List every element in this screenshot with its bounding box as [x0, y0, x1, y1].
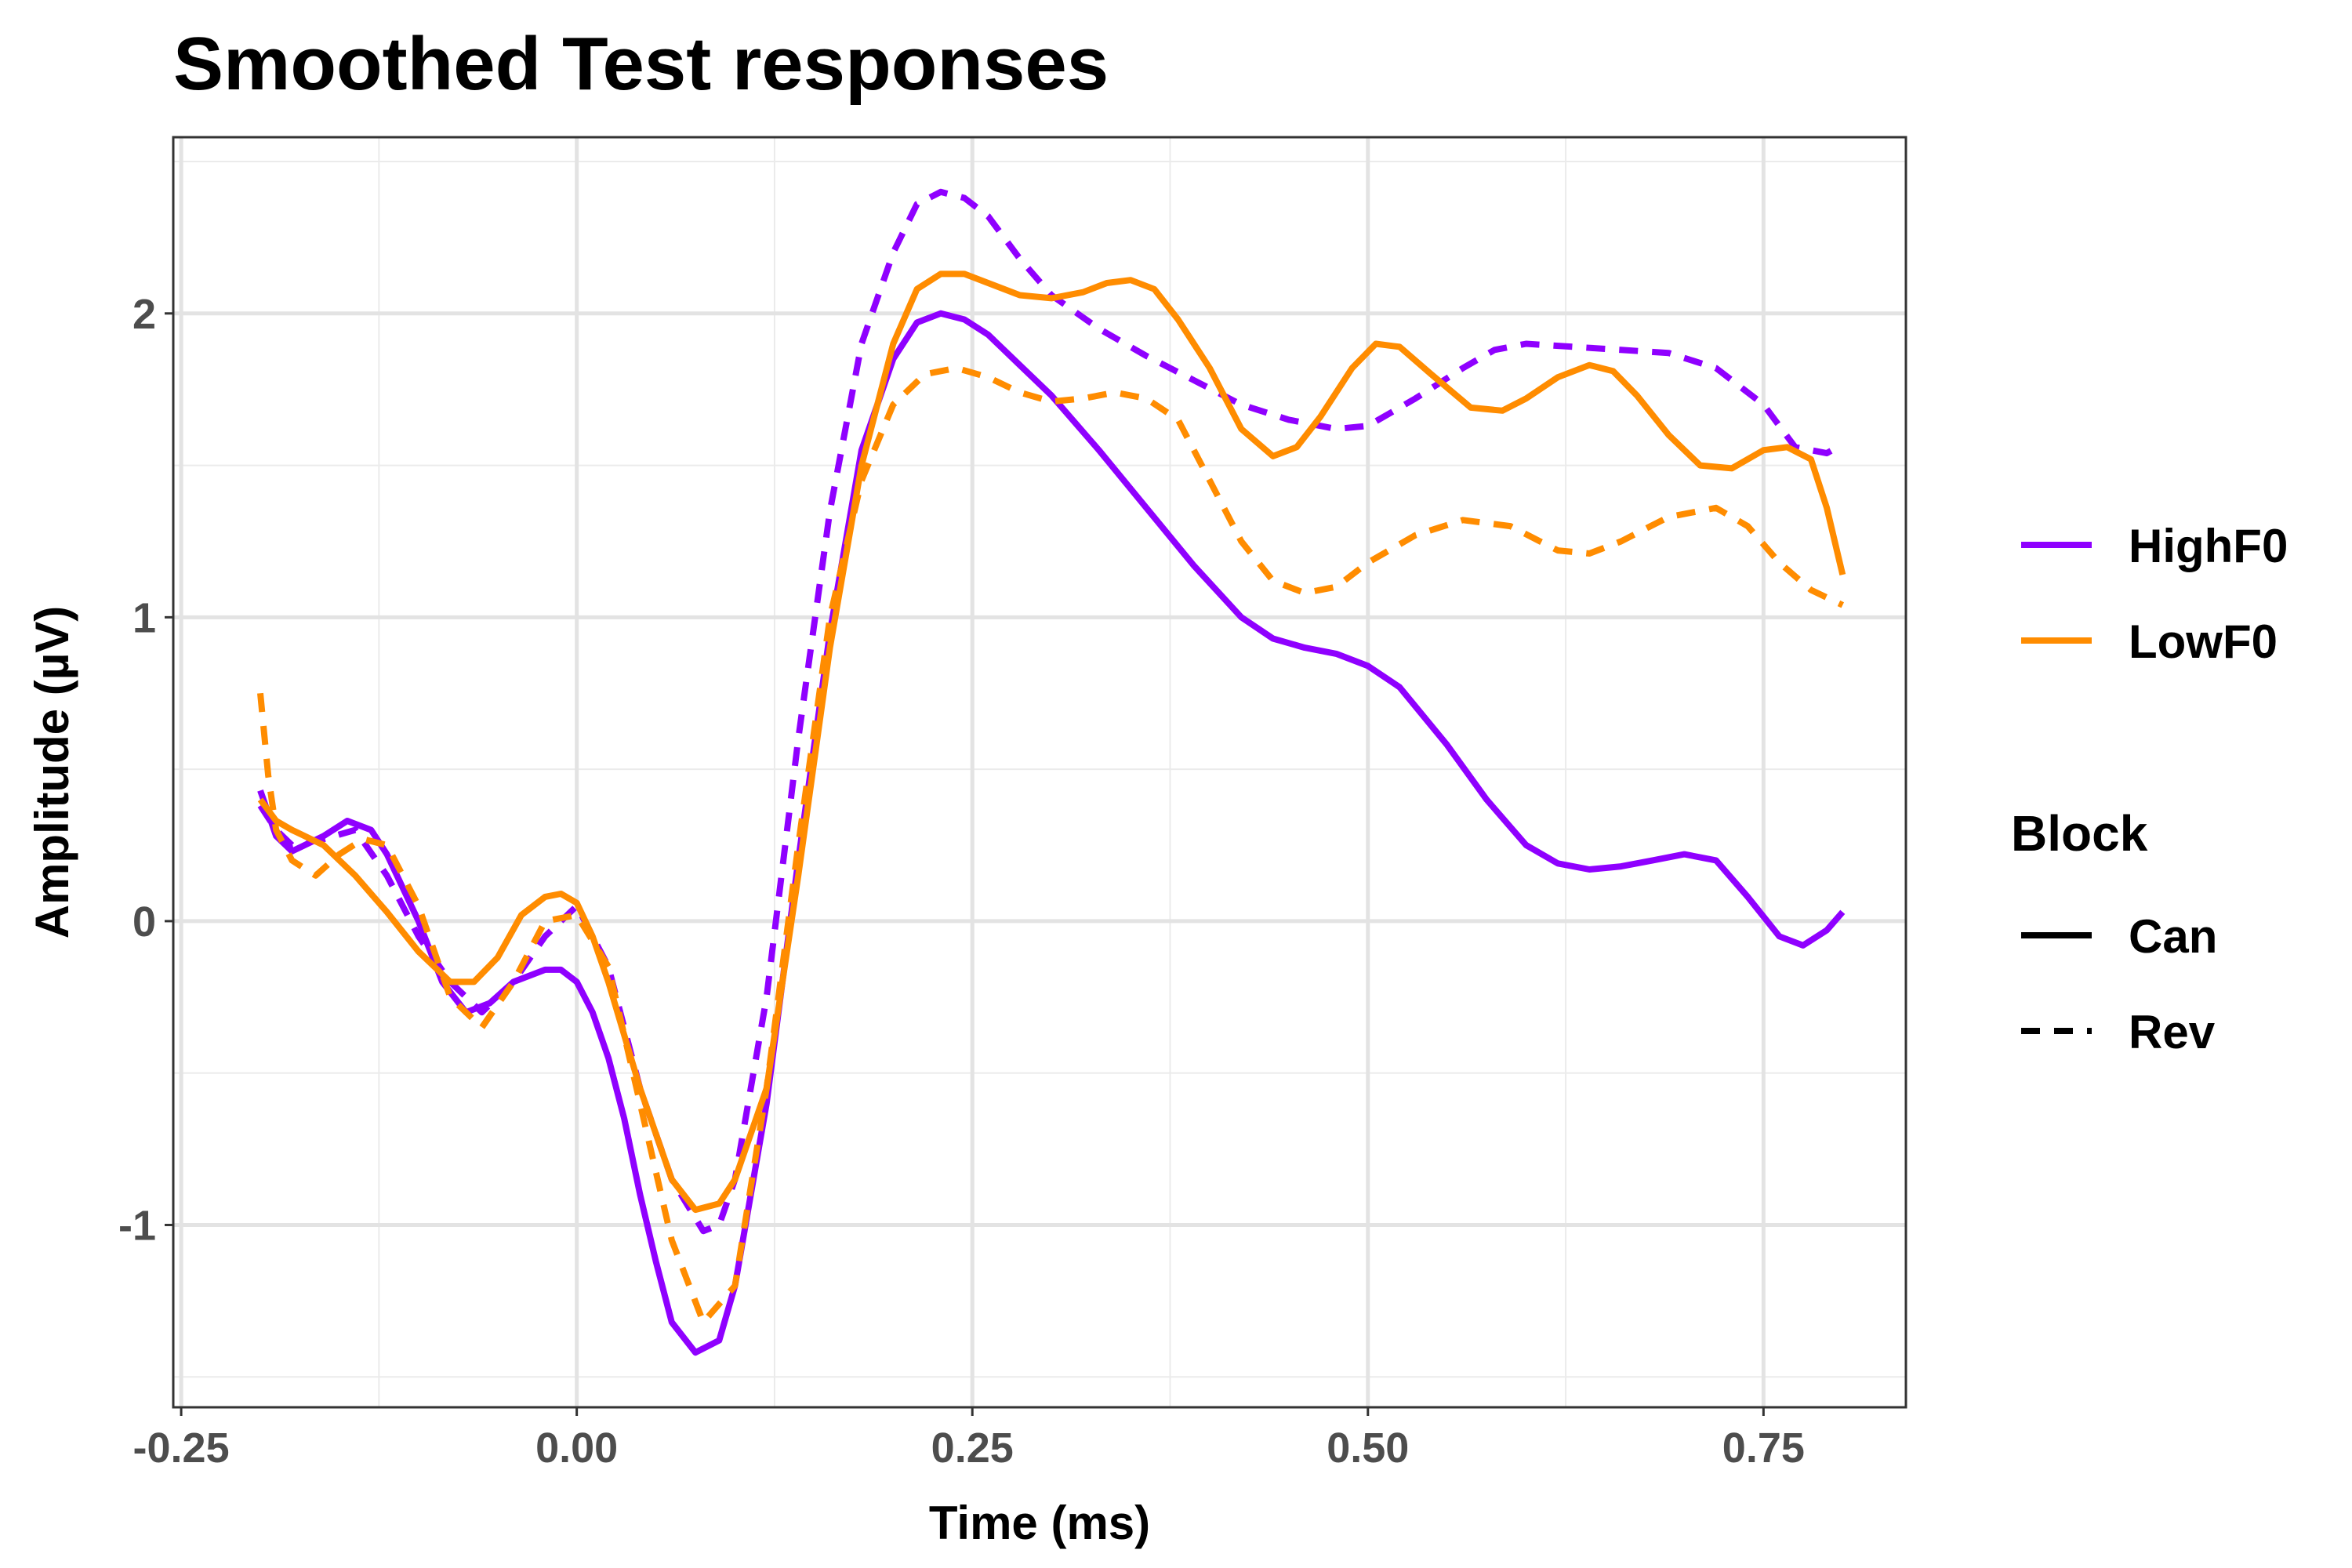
x-axis-title: Time (ms) — [929, 1497, 1150, 1549]
axes: -0.25 0.00 0.25 0.50 0.75 -1 0 1 2 — [118, 291, 1805, 1472]
legend: HighF0 LowF0 Block Can Rev — [2011, 520, 2288, 1058]
x-tick-label-3: 0.50 — [1327, 1425, 1409, 1472]
legend-label-lowf0: LowF0 — [2129, 615, 2278, 668]
x-tick-label-4: 0.75 — [1722, 1425, 1805, 1472]
x-tick-label-1: 0.00 — [535, 1425, 618, 1472]
y-tick-label-0: -1 — [118, 1202, 156, 1249]
plot-border — [172, 136, 1907, 1409]
y-tick-label-1: 0 — [132, 898, 156, 946]
legend-title-block: Block — [2011, 805, 2148, 862]
legend-label-rev: Rev — [2129, 1006, 2216, 1058]
y-tick-label-3: 2 — [132, 291, 156, 338]
y-axis-title: Amplitude (µV) — [26, 606, 78, 939]
legend-label-highf0: HighF0 — [2129, 520, 2288, 572]
plot-panel — [173, 137, 1906, 1407]
series-lines — [257, 188, 1846, 1356]
x-tick-label-0: -0.25 — [133, 1425, 230, 1472]
y-tick-label-2: 1 — [132, 594, 156, 641]
chart-title: Smoothed Test responses — [173, 22, 1109, 106]
grid — [173, 137, 1906, 1407]
legend-label-can: Can — [2129, 910, 2217, 963]
series-line-highf0-rev — [257, 188, 1845, 1235]
x-tick-label-2: 0.25 — [931, 1425, 1014, 1472]
series-line-lowf0-can — [257, 270, 1846, 1214]
